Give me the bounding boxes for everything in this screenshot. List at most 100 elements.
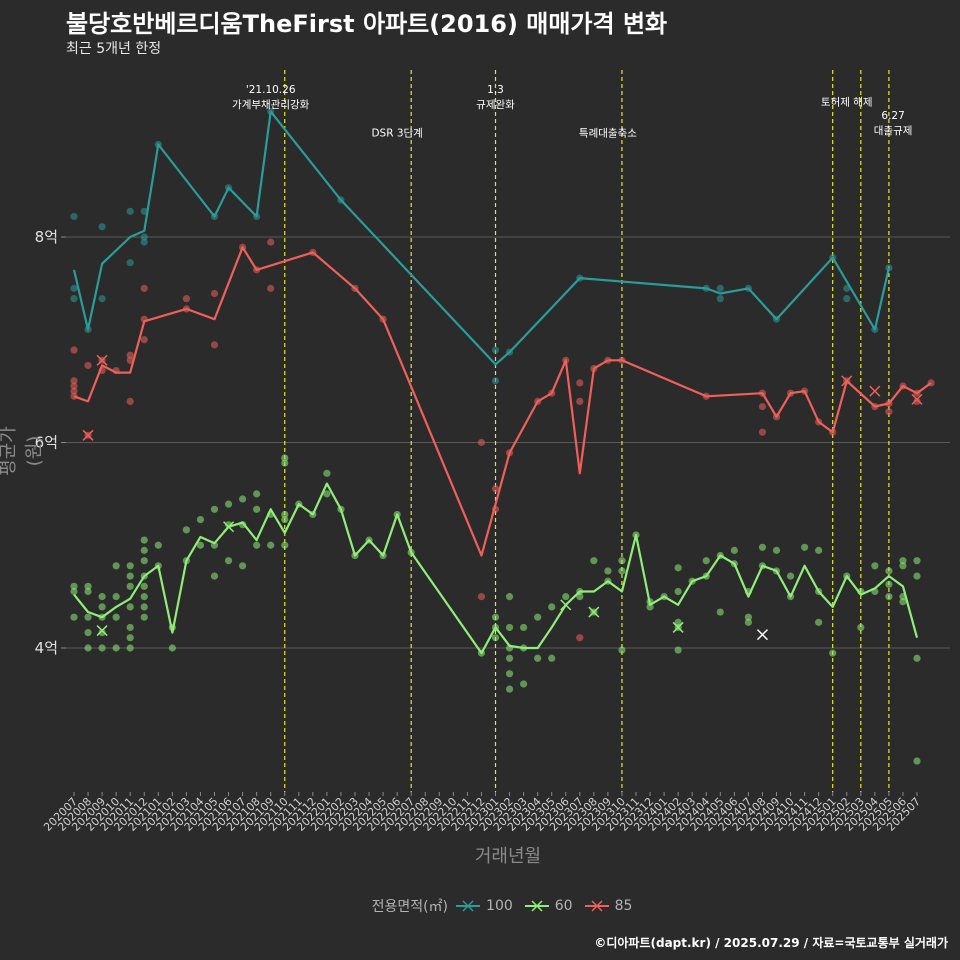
- event-annotation: 6.27 대출규제: [874, 110, 913, 137]
- data-point: [477, 593, 486, 601]
- data-point: [154, 541, 162, 549]
- data-point: [210, 289, 219, 298]
- legend-label-60: 60: [554, 898, 573, 914]
- cross-stroke: [869, 385, 881, 397]
- data-point: [505, 593, 514, 601]
- cross-marker: [588, 606, 600, 618]
- data-point: [674, 587, 682, 596]
- data-point: [674, 564, 682, 572]
- data-point: [520, 623, 528, 632]
- legend-label-100: 100: [486, 898, 513, 914]
- event-annotation-line: 가계부채관리강화: [232, 99, 310, 111]
- data-point: [126, 644, 134, 652]
- event-annotation: 토허제 해제: [821, 95, 873, 108]
- data-point: [716, 284, 724, 292]
- data-point: [140, 546, 148, 554]
- data-point: [829, 649, 837, 657]
- cross-marker: [911, 393, 923, 405]
- data-point: [618, 646, 626, 654]
- data-point: [140, 336, 148, 344]
- cross-stroke: [223, 521, 235, 533]
- data-point: [716, 295, 724, 303]
- event-annotation-line: 토허제 해제: [821, 95, 873, 108]
- data-point: [702, 557, 710, 565]
- data-point: [98, 223, 106, 231]
- data-point: [126, 582, 134, 590]
- x-axis-title: 거래년월: [474, 846, 542, 867]
- data-point: [505, 685, 514, 693]
- legend-title: 전용면적(㎡): [371, 899, 449, 915]
- data-point: [576, 379, 584, 387]
- data-point: [112, 613, 120, 621]
- series-60: [70, 454, 921, 765]
- data-point: [899, 557, 907, 565]
- data-point: [98, 603, 106, 611]
- data-point: [267, 238, 275, 246]
- data-point: [253, 541, 261, 549]
- cross-stroke: [560, 599, 572, 611]
- data-point: [210, 505, 219, 513]
- data-point: [885, 593, 893, 601]
- data-point: [899, 562, 907, 570]
- legend-item-85: 85: [584, 898, 633, 914]
- data-point: [70, 284, 78, 292]
- data-point: [70, 587, 78, 596]
- data-point: [84, 613, 92, 621]
- data-point: [744, 618, 753, 626]
- data-point: [772, 546, 781, 554]
- data-point: [182, 526, 190, 534]
- data-point: [801, 543, 809, 551]
- data-point: [253, 505, 261, 513]
- data-point: [477, 438, 486, 447]
- data-point: [126, 634, 134, 642]
- data-point: [716, 608, 724, 616]
- data-point: [126, 562, 134, 570]
- cross-marker: [560, 599, 572, 611]
- data-point: [70, 346, 78, 354]
- data-point: [491, 377, 500, 385]
- event-lines: [284, 70, 890, 792]
- cross-marker: [96, 625, 108, 637]
- data-point: [815, 618, 823, 626]
- data-point: [112, 593, 120, 601]
- legend: 전용면적(㎡) 100 60 85: [0, 896, 960, 916]
- event-annotation-line: 대출규제: [874, 125, 913, 137]
- legend-label-85: 85: [614, 898, 633, 914]
- series-85: [70, 238, 935, 642]
- data-point: [196, 515, 205, 524]
- chart-subtitle: 최근 5개년 한정: [66, 41, 162, 57]
- cross-stroke: [588, 606, 600, 618]
- data-point: [758, 543, 767, 551]
- cross-marker: [841, 375, 853, 387]
- event-annotation-line: '21.10.26: [246, 84, 296, 96]
- data-point: [70, 382, 78, 390]
- event-annotation-line: 규제완화: [476, 98, 515, 111]
- series-line-85: [73, 246, 932, 557]
- cross-marker: [96, 354, 108, 366]
- data-point: [210, 572, 219, 580]
- data-point: [913, 572, 921, 580]
- data-point: [70, 212, 78, 221]
- data-point: [267, 284, 275, 292]
- data-point: [182, 295, 190, 303]
- data-point: [84, 628, 92, 637]
- event-annotation: 1.3 규제완화: [476, 84, 515, 111]
- y-axis-title: 평균가(원): [0, 426, 45, 476]
- data-point: [646, 603, 654, 611]
- data-point: [70, 613, 78, 621]
- data-point: [126, 603, 134, 611]
- grid-layer: [66, 236, 950, 649]
- data-point: [885, 567, 893, 575]
- data-point: [70, 295, 78, 303]
- data-point: [857, 623, 865, 632]
- data-point: [281, 454, 289, 462]
- data-point: [126, 207, 134, 215]
- data-point: [196, 541, 205, 549]
- series-line-60: [73, 482, 919, 655]
- data-point: [505, 623, 514, 632]
- data-point: [126, 572, 134, 580]
- data-point: [505, 670, 514, 678]
- data-point: [126, 397, 134, 405]
- data-point: [168, 644, 176, 652]
- event-annotation: DSR 3단계: [371, 127, 422, 139]
